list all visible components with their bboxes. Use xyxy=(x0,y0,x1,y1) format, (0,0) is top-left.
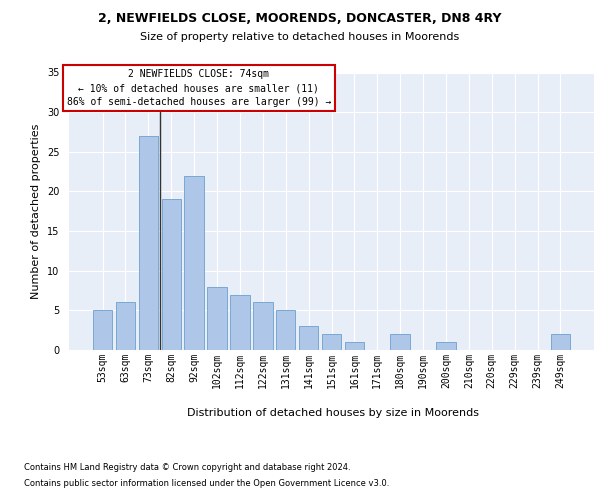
Bar xyxy=(436,342,455,350)
Text: Distribution of detached houses by size in Moorends: Distribution of detached houses by size … xyxy=(187,408,479,418)
Bar xyxy=(322,334,341,350)
Bar xyxy=(184,176,204,350)
Bar xyxy=(344,342,364,350)
Text: Contains HM Land Registry data © Crown copyright and database right 2024.: Contains HM Land Registry data © Crown c… xyxy=(24,462,350,471)
Bar xyxy=(276,310,295,350)
Text: 2, NEWFIELDS CLOSE, MOORENDS, DONCASTER, DN8 4RY: 2, NEWFIELDS CLOSE, MOORENDS, DONCASTER,… xyxy=(98,12,502,26)
Bar xyxy=(116,302,135,350)
Bar xyxy=(551,334,570,350)
Bar xyxy=(93,310,112,350)
Bar xyxy=(208,286,227,350)
Y-axis label: Number of detached properties: Number of detached properties xyxy=(31,124,41,299)
Bar xyxy=(253,302,272,350)
Bar xyxy=(391,334,410,350)
Bar xyxy=(139,136,158,350)
Bar xyxy=(230,294,250,350)
Text: Size of property relative to detached houses in Moorends: Size of property relative to detached ho… xyxy=(140,32,460,42)
Bar xyxy=(161,200,181,350)
Text: 2 NEWFIELDS CLOSE: 74sqm
← 10% of detached houses are smaller (11)
86% of semi-d: 2 NEWFIELDS CLOSE: 74sqm ← 10% of detach… xyxy=(67,70,331,108)
Text: Contains public sector information licensed under the Open Government Licence v3: Contains public sector information licen… xyxy=(24,479,389,488)
Bar xyxy=(299,326,319,350)
